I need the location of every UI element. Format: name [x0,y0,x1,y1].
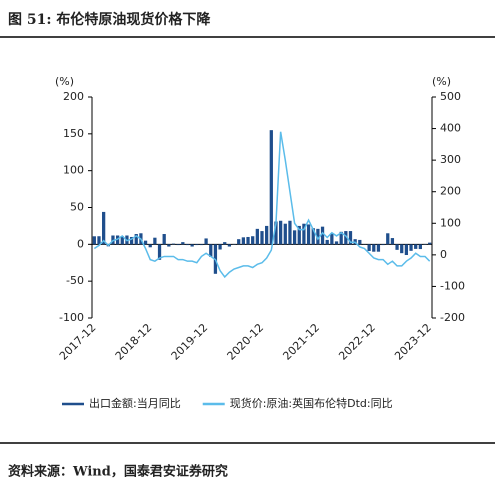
bar [283,223,287,245]
bar [255,228,259,245]
y2-tick-label: 100 [440,216,461,229]
bar [199,244,204,246]
y2-tick-label: 300 [440,153,461,166]
bar [171,243,176,245]
x-tick-label: 2023-12 [392,321,434,363]
bar [344,231,348,245]
bar [395,244,399,250]
chart-title: 图 51: 布伦特原油现货价格下降 [8,11,211,28]
y-tick-label: -100 [59,311,84,324]
bar [241,237,245,245]
bar [134,234,138,245]
bar [404,244,409,256]
y2-tick-label: 500 [440,90,461,103]
bar [143,240,148,245]
bar [330,233,334,245]
bar [400,244,404,254]
bar [288,220,292,245]
bar [414,244,418,249]
bar [372,244,376,252]
y-tick-label: 150 [63,127,84,140]
legend-label: 现货价:原油:英国布伦特Dtd:同比 [230,396,393,410]
bar [428,242,432,245]
bar [325,239,329,245]
bar [320,226,325,245]
y2-tick-label: -200 [440,311,465,324]
bar [120,236,124,245]
bar [418,244,422,250]
bar [237,239,241,245]
source: 资料来源：Wind，国泰君安证券研究 [8,464,228,480]
y-tick-label: 0 [77,237,84,250]
bar [358,239,362,245]
bar [153,237,157,245]
bar [348,231,353,245]
legend-label: 出口金额:当月同比 [89,396,181,410]
bar [311,228,315,245]
bar [190,244,194,247]
y-axis-label: (%) [55,75,74,88]
bar [367,244,371,251]
bar [279,220,283,245]
bar [306,224,311,245]
bar [176,244,180,246]
bar [162,234,166,245]
y2-tick-label: -100 [440,279,465,292]
bar [204,238,208,245]
bar [129,236,134,245]
y2-tick-label: 400 [440,122,461,135]
x-tick-label: 2019-12 [169,321,211,363]
y-tick-label: -50 [66,274,84,287]
bar [316,228,320,245]
bar [390,238,395,245]
bar [302,223,306,245]
bar [265,225,269,245]
bar [227,244,232,247]
x-tick-label: 2017-12 [57,321,99,363]
bar [292,230,297,245]
bar [251,236,255,245]
bar [376,244,381,252]
bar [334,241,339,245]
y-tick-label: 50 [70,201,84,214]
bar [246,236,250,245]
bar [260,231,264,245]
bar [269,130,273,245]
bar [297,225,301,245]
y2-tick-label: 0 [440,248,447,261]
bar [115,235,120,245]
bar [185,244,190,246]
y-tick-label: 100 [63,164,84,177]
bar [157,244,162,260]
bar [148,244,152,248]
bar [102,211,106,245]
x-tick-label: 2020-12 [225,321,267,363]
bar [167,244,171,247]
y-tick-label: 200 [63,90,84,103]
bar [274,221,278,245]
bar [209,244,213,257]
bar [97,236,101,245]
line [93,131,431,279]
bar [381,244,385,246]
y2-axis-label: (%) [432,75,451,88]
y2-tick-label: 200 [440,185,461,198]
bar [386,233,390,245]
bar [218,244,222,250]
x-tick-label: 2022-12 [336,321,378,363]
bar [195,244,199,246]
bar [339,231,343,245]
bar [223,242,227,245]
x-tick-label: 2021-12 [280,321,322,363]
x-tick-label: 2018-12 [113,321,155,363]
bar [409,244,413,251]
bar [181,242,185,245]
bar [92,236,96,245]
